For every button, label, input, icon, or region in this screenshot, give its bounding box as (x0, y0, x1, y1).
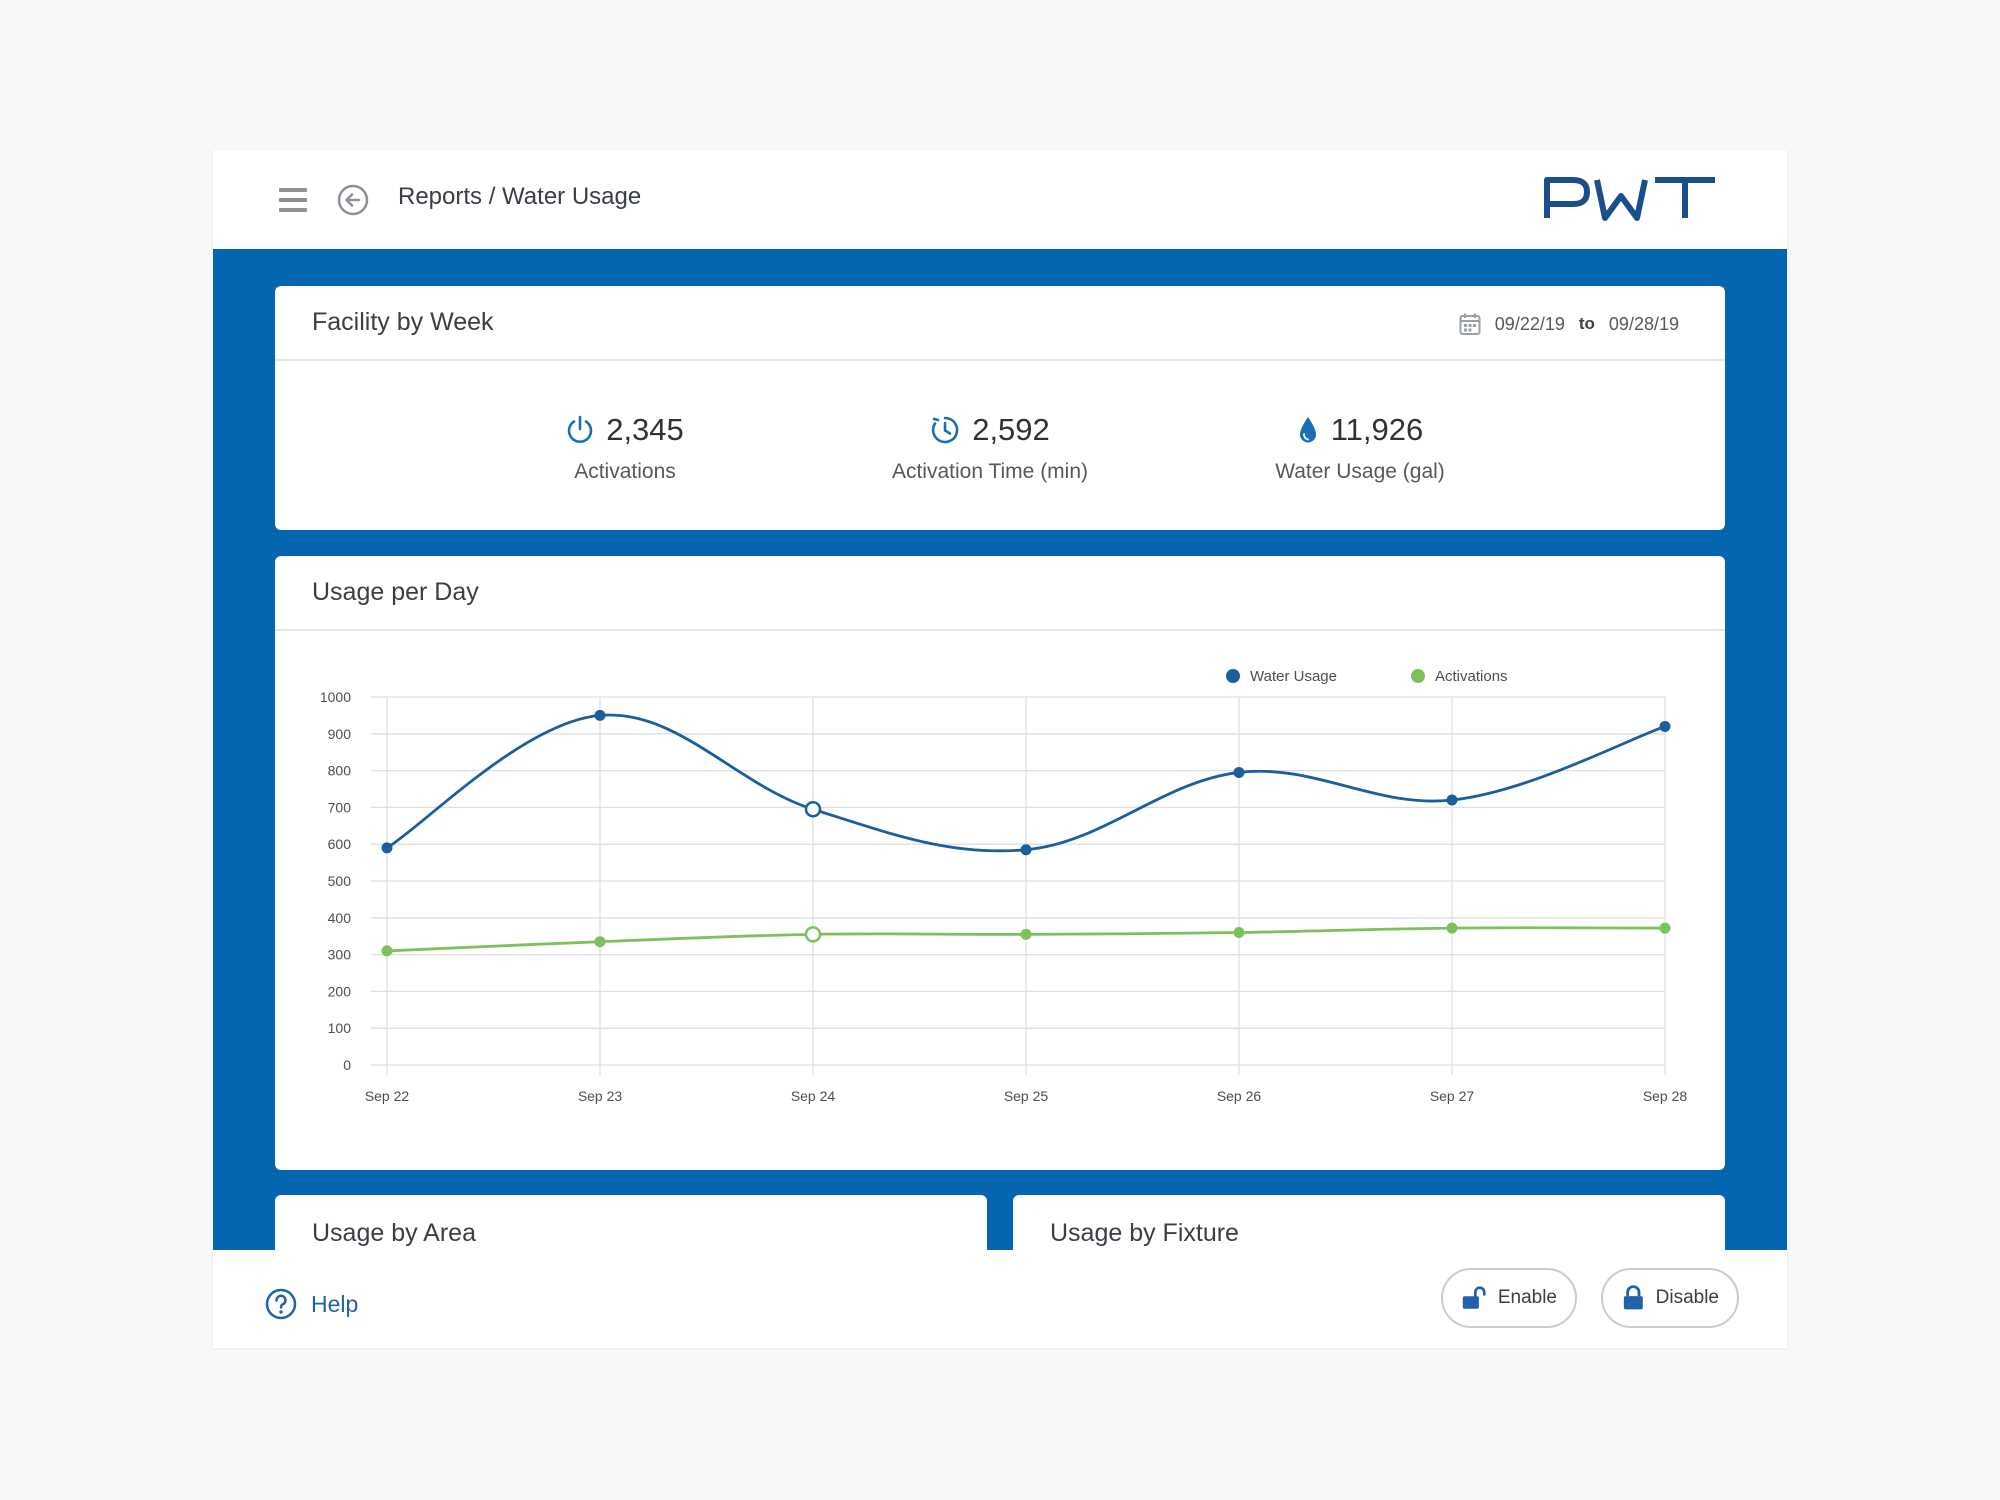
stat-activation-time: 2,592 Activation Time (min) (835, 412, 1145, 484)
usage-by-fixture-title: Usage by Fixture (1050, 1219, 1239, 1247)
enable-label: Enable (1497, 1287, 1557, 1308)
water-drop-icon (1299, 417, 1316, 443)
data-point-activations (381, 945, 393, 957)
legend-marker (1411, 669, 1425, 683)
date-to-label: to (1578, 314, 1595, 333)
x-tick-label: Sep 24 (791, 1088, 836, 1104)
date-to[interactable]: 09/28/19 (1608, 313, 1679, 334)
disable-label: Disable (1655, 1287, 1719, 1308)
data-point-activations (594, 936, 606, 948)
data-point-activations (1446, 922, 1458, 934)
y-tick-label: 400 (328, 910, 352, 926)
calendar-icon[interactable] (1459, 312, 1481, 336)
stat-water-usage: 11,926 Water Usage (gal) (1205, 412, 1515, 484)
facility-card-title: Facility by Week (312, 308, 494, 336)
usage-per-day-title: Usage per Day (312, 578, 479, 606)
stat-value: 2,345 (606, 412, 684, 447)
help-link[interactable]: Help (265, 1288, 358, 1320)
breadcrumb: Reports / Water Usage (398, 183, 642, 210)
power-icon (567, 415, 593, 443)
legend-label: Activations (1435, 668, 1508, 685)
card-divider (275, 629, 1725, 631)
usage-per-day-card: Usage per Day 0 100 200 300 400 500 600 700 800 9… (275, 556, 1725, 1170)
y-tick-label: 200 (328, 983, 352, 999)
data-point-activations (1233, 927, 1245, 939)
y-tick-label: 700 (328, 799, 352, 815)
y-tick-label: 500 (328, 873, 352, 889)
legend-marker (1226, 669, 1240, 683)
content-area: Facility by Week 09/22/19 to 09/28/19 (213, 249, 1787, 1250)
data-point-activations (1659, 922, 1671, 934)
top-bar: Reports / Water Usage (213, 150, 1787, 249)
facility-card: Facility by Week 09/22/19 to 09/28/19 (275, 286, 1725, 530)
back-arrow-icon[interactable] (337, 184, 369, 216)
legend-label: Water Usage (1250, 668, 1337, 685)
help-label[interactable]: Help (311, 1290, 359, 1317)
stat-activations: 2,345 Activations (475, 412, 775, 484)
hamburger-menu-icon[interactable] (279, 188, 307, 212)
y-tick-label: 300 (328, 947, 352, 963)
unlock-icon (1462, 1286, 1486, 1309)
stat-value: 11,926 (1330, 412, 1424, 447)
usage-line-chart: 0 100 200 300 400 500 600 700 800 900 1000 Sep 22 Se… (320, 668, 1688, 1104)
data-point-activations (1020, 928, 1032, 940)
lock-icon (1623, 1285, 1643, 1310)
y-tick-label: 100 (328, 1020, 352, 1036)
stat-label: Water Usage (gal) (1275, 460, 1445, 483)
data-point-water-usage (1446, 794, 1458, 806)
disable-button[interactable]: Disable (1601, 1268, 1739, 1328)
date-from[interactable]: 09/22/19 (1494, 313, 1565, 334)
pwt-logo (1544, 177, 1715, 221)
timer-icon (932, 416, 959, 444)
data-point-water-usage (1233, 766, 1245, 778)
x-tick-label: Sep 28 (1643, 1088, 1688, 1104)
data-point-water-usage (594, 709, 606, 721)
chart-series (381, 709, 1671, 957)
y-tick-label: 900 (328, 726, 352, 742)
stat-value: 2,592 (972, 412, 1050, 447)
stat-label: Activations (574, 460, 676, 483)
data-point-activations (804, 926, 822, 943)
chart-legend: Water Usage Activations (1226, 668, 1508, 685)
y-tick-label: 0 (343, 1057, 351, 1073)
x-tick-label: Sep 23 (578, 1088, 623, 1104)
usage-by-area-card: Usage by Area (275, 1195, 987, 1250)
chart-grid (371, 696, 1666, 1075)
date-range[interactable]: 09/22/19 to 09/28/19 (1459, 310, 1679, 338)
data-point-water-usage (804, 800, 822, 818)
card-divider (275, 359, 1725, 361)
data-point-water-usage (381, 842, 393, 854)
chart-axes: 0 100 200 300 400 500 600 700 800 900 1000 Sep 22 Se… (320, 689, 1688, 1104)
usage-by-area-title: Usage by Area (312, 1219, 476, 1247)
enable-button[interactable]: Enable (1441, 1268, 1577, 1328)
footer-bar: Help Enable Disable (213, 1250, 1787, 1348)
app-window: Reports / Water Usage Facility by Week 0… (213, 150, 1787, 1348)
y-tick-label: 600 (328, 836, 352, 852)
x-tick-label: Sep 22 (365, 1088, 410, 1104)
data-point-water-usage (1659, 720, 1671, 732)
x-tick-label: Sep 26 (1217, 1088, 1262, 1104)
data-point-water-usage (1020, 844, 1032, 856)
y-tick-label: 800 (328, 763, 352, 779)
stat-label: Activation Time (min) (891, 460, 1089, 483)
x-tick-label: Sep 25 (1004, 1088, 1049, 1104)
help-question-icon[interactable] (265, 1288, 297, 1320)
y-tick-label: 1000 (320, 689, 351, 705)
x-tick-label: Sep 27 (1430, 1088, 1475, 1104)
usage-by-fixture-card: Usage by Fixture (1013, 1195, 1725, 1250)
